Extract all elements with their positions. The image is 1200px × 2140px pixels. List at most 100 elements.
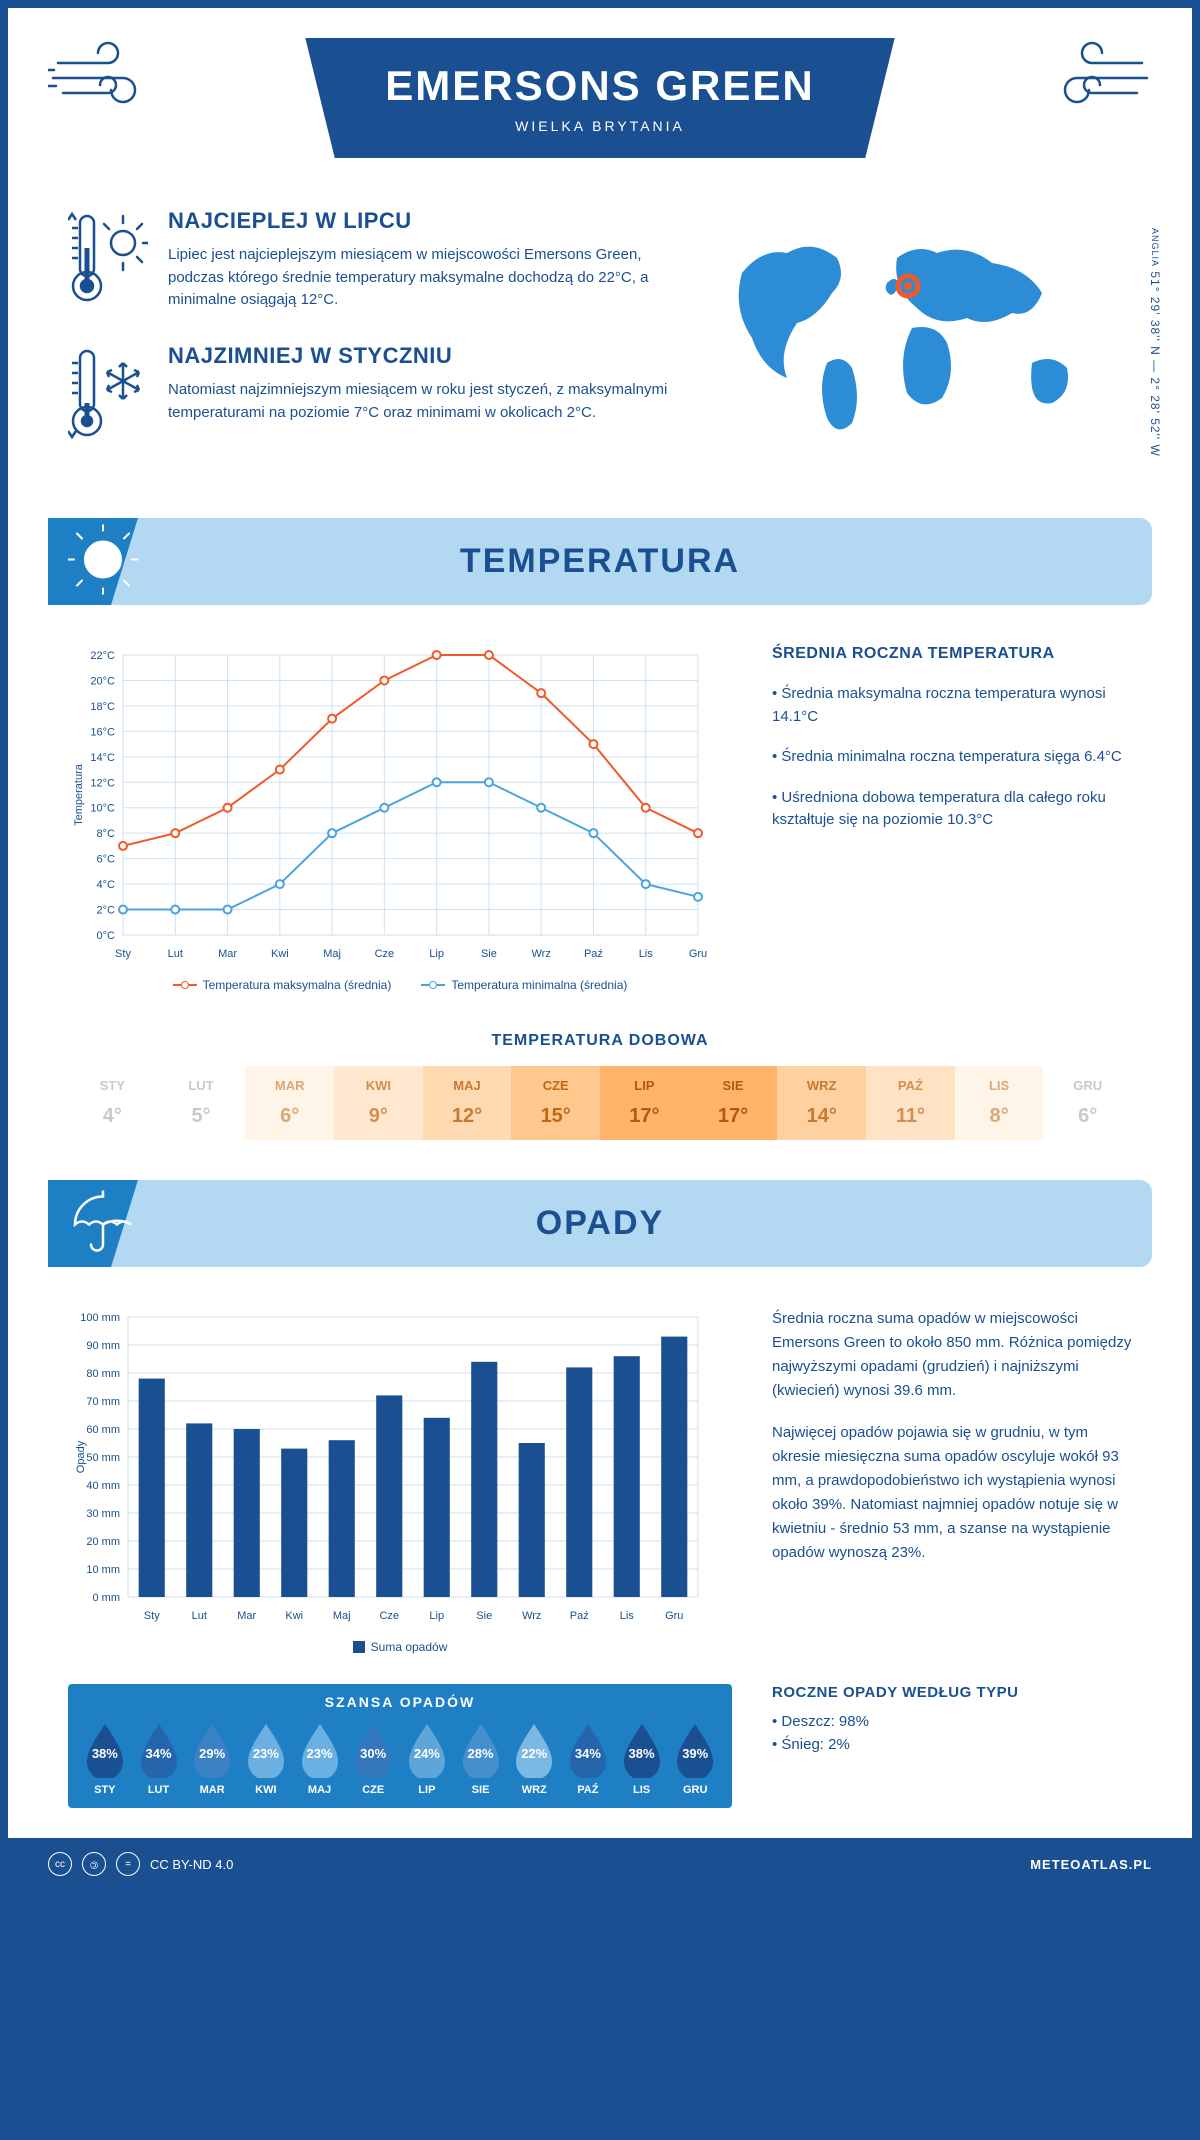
- svg-text:0 mm: 0 mm: [93, 1592, 121, 1604]
- svg-text:2°C: 2°C: [97, 905, 116, 917]
- wind-icon: [1042, 38, 1152, 123]
- license: cc 🄯 = CC BY-ND 4.0: [48, 1852, 233, 1876]
- svg-text:40 mm: 40 mm: [86, 1480, 120, 1492]
- cc-icon: cc: [48, 1852, 72, 1876]
- coordinates: ANGLIA 51° 29' 38'' N — 2° 28' 52'' W: [1148, 228, 1162, 457]
- svg-text:Gru: Gru: [665, 1610, 683, 1622]
- svg-text:70 mm: 70 mm: [86, 1396, 120, 1408]
- precip-legend: Suma opadów: [68, 1640, 732, 1654]
- svg-text:Mar: Mar: [237, 1610, 256, 1622]
- svg-text:14°C: 14°C: [90, 752, 115, 764]
- svg-text:20°C: 20°C: [90, 675, 115, 687]
- fact-cold: NAJZIMNIEJ W STYCZNIU Natomiast najzimni…: [68, 343, 672, 448]
- legend-min: Temperatura minimalna (średnia): [451, 978, 627, 992]
- svg-text:100 mm: 100 mm: [80, 1312, 120, 1324]
- fact-warm-text: Lipiec jest najcieplejszym miesiącem w m…: [168, 244, 672, 312]
- chance-drop: 24% LIP: [400, 1720, 454, 1796]
- chance-panel: SZANSA OPADÓW 38% STY 34% LUT 29% MAR 23…: [68, 1684, 732, 1808]
- footer: cc 🄯 = CC BY-ND 4.0 METEOATLAS.PL: [8, 1838, 1192, 1890]
- svg-text:Lis: Lis: [639, 948, 654, 960]
- svg-text:10 mm: 10 mm: [86, 1564, 120, 1576]
- chance-section: SZANSA OPADÓW 38% STY 34% LUT 29% MAR 23…: [68, 1684, 1132, 1808]
- daily-cell: LIS 8°: [955, 1066, 1044, 1140]
- svg-text:6°C: 6°C: [97, 854, 116, 866]
- daily-cell: LIP 17°: [600, 1066, 689, 1140]
- chance-drop: 28% SIE: [454, 1720, 508, 1796]
- svg-text:Wrz: Wrz: [522, 1610, 541, 1622]
- daily-cell: MAJ 12°: [423, 1066, 512, 1140]
- temp-chart: 0°C2°C4°C6°C8°C10°C12°C14°C16°C18°C20°C2…: [68, 645, 732, 992]
- precip-type-title: ROCZNE OPADY WEDŁUG TYPU: [772, 1684, 1132, 1701]
- license-text: CC BY-ND 4.0: [150, 1857, 233, 1872]
- svg-text:Lis: Lis: [620, 1610, 635, 1622]
- svg-text:Lip: Lip: [429, 1610, 444, 1622]
- precip-info: Średnia roczna suma opadów w miejscowośc…: [772, 1307, 1132, 1654]
- svg-text:Temperatura: Temperatura: [73, 763, 85, 826]
- svg-text:Maj: Maj: [333, 1610, 351, 1622]
- fact-cold-text: Natomiast najzimniejszym miesiącem w rok…: [168, 379, 672, 424]
- svg-text:16°C: 16°C: [90, 726, 115, 738]
- svg-text:80 mm: 80 mm: [86, 1368, 120, 1380]
- temp-legend: .legend-sw[style*='f05a28']::after{borde…: [68, 978, 732, 992]
- svg-text:20 mm: 20 mm: [86, 1536, 120, 1548]
- svg-text:Paź: Paź: [570, 1610, 589, 1622]
- svg-text:Paź: Paź: [584, 948, 603, 960]
- intro-section: NAJCIEPLEJ W LIPCU Lipiec jest najcieple…: [8, 178, 1192, 498]
- precip-type-item: • Śnieg: 2%: [772, 1736, 1132, 1753]
- svg-text:Cze: Cze: [379, 1610, 399, 1622]
- temp-info: ŚREDNIA ROCZNA TEMPERATURA • Średnia mak…: [772, 645, 1132, 992]
- page: EMERSONS GREEN WIELKA BRYTANIA NAJCIEPLE…: [0, 0, 1200, 1898]
- daily-cell: WRZ 14°: [777, 1066, 866, 1140]
- precip-para2: Najwięcej opadów pojawia się w grudniu, …: [772, 1421, 1132, 1565]
- page-title: EMERSONS GREEN: [385, 62, 814, 110]
- daily-cell: PAŹ 11°: [866, 1066, 955, 1140]
- precip-chart: 0 mm 10 mm 20 mm 30 mm 40 mm 50 mm 60 mm 70 mm 8…: [68, 1307, 732, 1654]
- svg-text:4°C: 4°C: [97, 879, 116, 891]
- svg-text:10°C: 10°C: [90, 803, 115, 815]
- header-banner: EMERSONS GREEN WIELKA BRYTANIA: [305, 38, 894, 158]
- chance-drop: 34% LUT: [132, 1720, 186, 1796]
- svg-text:Lip: Lip: [429, 948, 444, 960]
- wind-icon: [48, 38, 158, 123]
- svg-text:30 mm: 30 mm: [86, 1508, 120, 1520]
- svg-text:Sty: Sty: [115, 948, 131, 960]
- section-title-temp: TEMPERATURA: [48, 542, 1152, 581]
- daily-cell: MAR 6°: [245, 1066, 334, 1140]
- svg-text:Opady: Opady: [75, 1440, 87, 1473]
- svg-text:Kwi: Kwi: [271, 948, 289, 960]
- svg-text:Sty: Sty: [144, 1610, 160, 1622]
- chance-drop: 23% MAJ: [293, 1720, 347, 1796]
- daily-cell: SIE 17°: [689, 1066, 778, 1140]
- umbrella-icon: [68, 1186, 138, 1261]
- svg-text:90 mm: 90 mm: [86, 1340, 120, 1352]
- svg-text:50 mm: 50 mm: [86, 1452, 120, 1464]
- fact-warm: NAJCIEPLEJ W LIPCU Lipiec jest najcieple…: [68, 208, 672, 313]
- nd-icon: =: [116, 1852, 140, 1876]
- coords-text: 51° 29' 38'' N — 2° 28' 52'' W: [1148, 271, 1162, 456]
- coords-region: ANGLIA: [1150, 228, 1160, 267]
- chance-drop: 34% PAŹ: [561, 1720, 615, 1796]
- thermometer-sun-icon: [68, 208, 148, 313]
- temp-info-title: ŚREDNIA ROCZNA TEMPERATURA: [772, 645, 1132, 663]
- daily-cell: CZE 15°: [511, 1066, 600, 1140]
- svg-text:8°C: 8°C: [97, 828, 116, 840]
- page-subtitle: WIELKA BRYTANIA: [385, 118, 814, 134]
- precip-para1: Średnia roczna suma opadów w miejscowośc…: [772, 1307, 1132, 1403]
- daily-cell: STY 4°: [68, 1066, 157, 1140]
- svg-text:60 mm: 60 mm: [86, 1424, 120, 1436]
- temperature-body: 0°C2°C4°C6°C8°C10°C12°C14°C16°C18°C20°C2…: [8, 605, 1192, 1012]
- sun-icon: [68, 524, 138, 599]
- svg-text:Wrz: Wrz: [532, 948, 551, 960]
- fact-cold-title: NAJZIMNIEJ W STYCZNIU: [168, 343, 672, 369]
- daily-cell: GRU 6°: [1043, 1066, 1132, 1140]
- svg-text:22°C: 22°C: [90, 650, 115, 662]
- chance-drop: 29% MAR: [185, 1720, 239, 1796]
- temp-info-item: • Uśredniona dobowa temperatura dla całe…: [772, 787, 1132, 832]
- svg-text:Mar: Mar: [218, 948, 237, 960]
- chance-drop: 30% CZE: [346, 1720, 400, 1796]
- svg-text:Sie: Sie: [481, 948, 497, 960]
- fact-warm-title: NAJCIEPLEJ W LIPCU: [168, 208, 672, 234]
- temp-info-item: • Średnia maksymalna roczna temperatura …: [772, 683, 1132, 728]
- chance-drop: 38% STY: [78, 1720, 132, 1796]
- svg-text:18°C: 18°C: [90, 701, 115, 713]
